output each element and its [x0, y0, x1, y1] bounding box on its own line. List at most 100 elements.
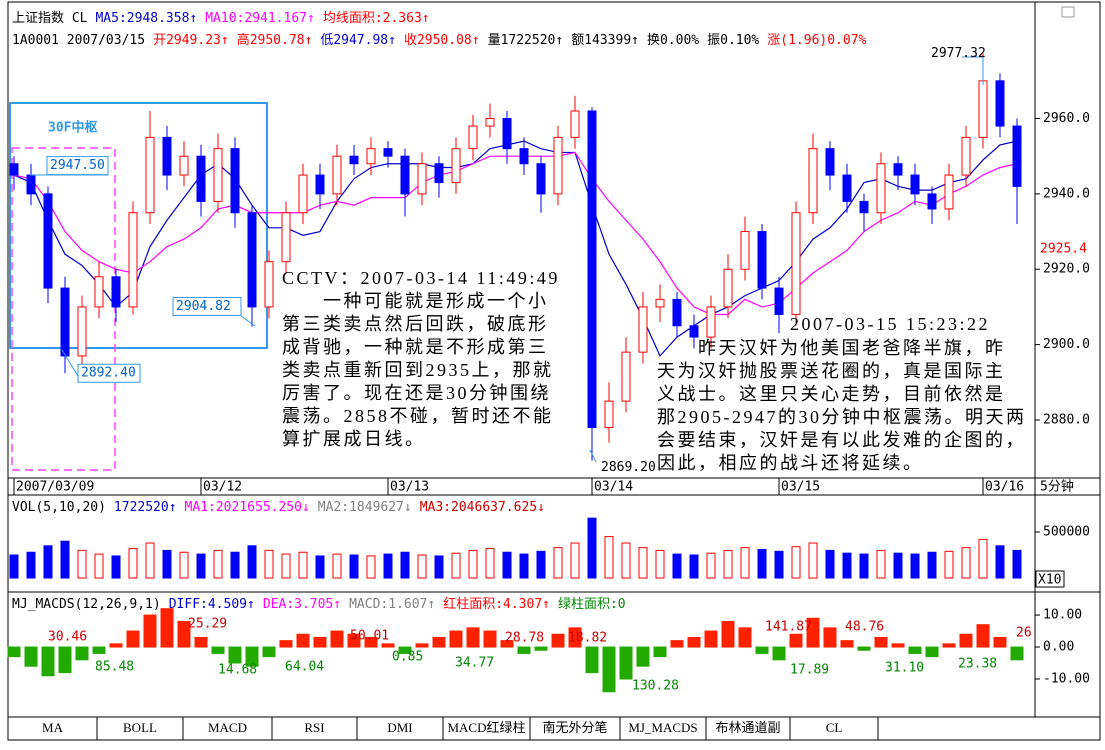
title-item: MACD:1.607↑ [349, 597, 435, 612]
price-label: 2947.50 [50, 158, 105, 173]
price-label-leader [240, 315, 256, 327]
title-item: 低2947.98↑ [320, 33, 396, 48]
note-line: 会要结束，汉奸是有以此发难的企图的， [657, 430, 1026, 450]
bar [587, 517, 597, 579]
title-item: MA10:2941.167↑ [205, 11, 315, 26]
bar [417, 554, 427, 579]
candle-body [553, 136, 563, 195]
title-item: 均线面积:2.363↑ [323, 11, 430, 26]
tab-label[interactable]: MACD [208, 720, 247, 735]
unit-box [1035, 570, 1065, 588]
bar [143, 614, 157, 648]
bar [449, 630, 463, 648]
bar [383, 553, 393, 579]
bar [126, 630, 140, 648]
tab[interactable]: BOLL [96, 716, 184, 741]
bar [92, 646, 106, 654]
tab-label[interactable]: RSI [304, 720, 324, 735]
tab[interactable]: MJ_MACDS [619, 716, 707, 741]
ma-line [13, 151, 1018, 316]
tab-box[interactable] [789, 716, 879, 741]
window-icon[interactable] [1061, 6, 1075, 18]
bar [738, 627, 752, 648]
title-item: MJ_MACDS(12,26,9,1) [12, 597, 161, 612]
candle-body [247, 212, 257, 308]
bar [910, 553, 920, 579]
bar [823, 627, 837, 648]
note-line: 震荡。2858不碰，暂时还不能 [282, 406, 554, 426]
bar [840, 640, 854, 648]
tab-label[interactable]: 布林通道副 [715, 720, 780, 735]
y-tick-label: 0.00 [1043, 640, 1074, 655]
bar [60, 540, 70, 579]
tab[interactable]: 布林通道副 [705, 716, 791, 741]
dashed-box [11, 147, 116, 471]
bar [128, 548, 138, 579]
title-item: 收2950.08↑ [404, 33, 480, 48]
title-item: MA3:2046637.625↓ [420, 500, 545, 515]
tab-label[interactable]: 南无外分笔 [542, 720, 607, 735]
bar [468, 549, 478, 579]
candle-body [77, 306, 87, 357]
candle-body [417, 163, 427, 195]
zone-label: 30F中枢 [48, 120, 97, 136]
candle-body [94, 276, 104, 308]
tab[interactable]: RSI [271, 716, 358, 741]
bar [806, 617, 820, 648]
bar [536, 550, 546, 579]
tab-label[interactable]: MA [42, 720, 64, 735]
tab[interactable]: CL [789, 716, 879, 741]
bar [247, 545, 257, 579]
bar [77, 549, 87, 579]
candle-body [213, 148, 223, 202]
candle-body [179, 155, 189, 176]
bar [43, 545, 53, 579]
area-label: 23.38 [958, 657, 997, 672]
tab[interactable]: 南无外分笔 [529, 716, 621, 741]
area-label: 25.29 [188, 617, 227, 632]
tab-label[interactable]: DMI [387, 720, 412, 735]
bar [485, 548, 495, 579]
bar [213, 549, 223, 579]
area-label: 48.76 [845, 620, 884, 635]
tab-label[interactable]: MJ_MACDS [628, 720, 697, 735]
title-item: MA1:2021655.250↓ [185, 500, 310, 515]
bar [519, 553, 529, 579]
tab-label[interactable]: MACD红绿柱 [447, 720, 525, 735]
bar [857, 646, 871, 651]
candle-body [876, 163, 886, 214]
candle-body [757, 231, 767, 289]
tab[interactable]: MA [7, 716, 98, 741]
tab-label[interactable]: CL [826, 720, 843, 735]
bar [808, 542, 818, 579]
title-item: DEA:3.705↑ [263, 597, 341, 612]
note-line: 一种可能就是形成一个小 [282, 291, 549, 311]
candle-body [536, 163, 546, 195]
tab[interactable]: DMI [356, 716, 444, 741]
bar [976, 624, 990, 648]
candle-body [740, 231, 750, 270]
candle-body [638, 306, 648, 353]
x-tick-label: 03/15 [781, 480, 820, 495]
bar [7, 646, 21, 658]
bar [75, 646, 89, 661]
bar [706, 552, 716, 579]
bar [264, 549, 274, 579]
bar [9, 554, 19, 579]
note-title: 2007-03-15 15:23:22 [790, 314, 990, 334]
title-item: 额143399↑ [571, 33, 639, 48]
price-label: 2904.82 [176, 299, 231, 314]
tab[interactable]: MACD红绿柱 [442, 716, 531, 741]
area-label: 14.68 [218, 663, 257, 678]
candle-body [434, 163, 444, 184]
bar [551, 633, 565, 648]
tab-label[interactable]: BOLL [123, 720, 157, 735]
tab[interactable]: MACD [182, 716, 273, 741]
bar [874, 636, 888, 648]
bar [978, 538, 988, 579]
bar [381, 643, 395, 648]
price-label-leader [61, 349, 79, 377]
bar [993, 636, 1007, 648]
bar [500, 640, 514, 648]
bar [332, 553, 342, 579]
